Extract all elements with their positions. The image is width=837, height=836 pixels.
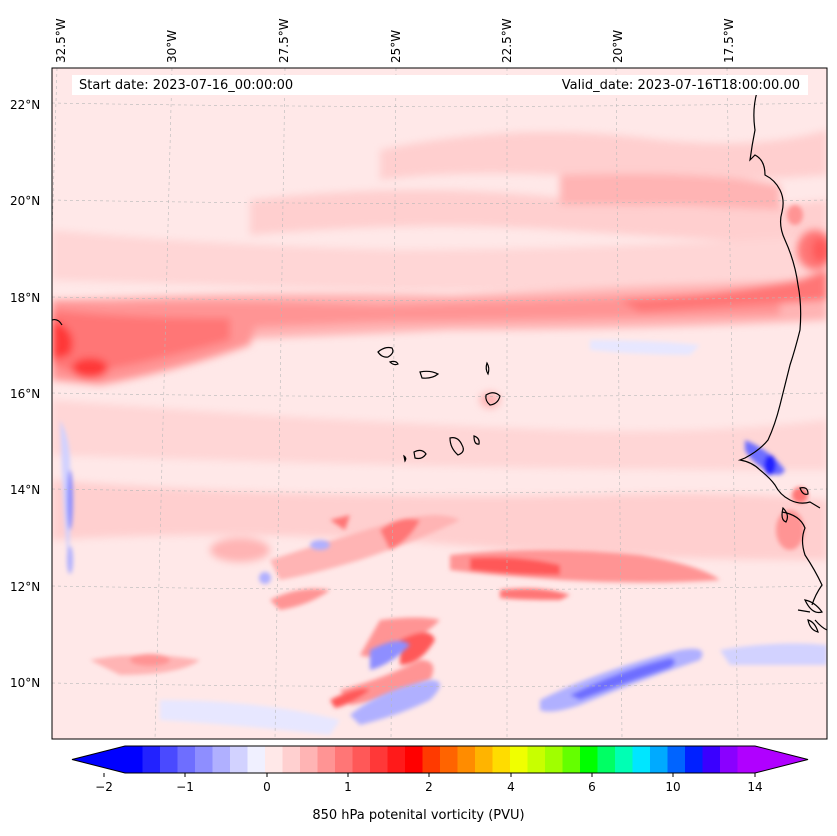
lat-tick-18n: 18°N (10, 291, 41, 305)
colorbar-tick-label: 6 (588, 780, 596, 794)
colorbar-segment (230, 746, 248, 773)
colorbar-outline (71, 745, 809, 774)
colorbar-segment (632, 746, 651, 773)
colorbar-tick-label: 0 (263, 780, 271, 794)
colorbar-segment (212, 746, 231, 773)
colorbar-segment (422, 746, 441, 773)
colorbar-tick-label: −1 (176, 780, 194, 794)
colorbar-segment (387, 746, 406, 773)
colorbar-segment (265, 746, 283, 773)
colorbar-segment (352, 746, 371, 773)
title-box (72, 75, 808, 95)
graticule (52, 68, 827, 739)
colorbar-segment (440, 746, 458, 773)
pv-red-band (52, 230, 827, 385)
colorbar-segment (615, 746, 633, 773)
colorbar-segment (597, 746, 616, 773)
lat-tick-10n: 10°N (10, 676, 41, 690)
colorbar-segment (335, 746, 353, 773)
colorbar-segment (580, 746, 598, 773)
colorbar-tick-label: 14 (747, 780, 763, 794)
colorbar-segment (282, 746, 301, 773)
colorbar-segment (457, 746, 476, 773)
colorbar-segment (475, 746, 493, 773)
colorbar (71, 745, 809, 777)
colorbar-segment (177, 746, 196, 773)
colorbar-segment (142, 746, 161, 773)
colorbar-tick-label: 2 (425, 780, 433, 794)
colorbar-extend-max (755, 746, 808, 773)
colorbar-tick-label: 4 (507, 780, 515, 794)
valid-date-label: Valid_date: 2023-07-16T18:00:00.00 (561, 78, 800, 93)
start-date-label: Start date: 2023-07-16_00:00:00 (79, 78, 294, 93)
colorbar-segment (300, 746, 318, 773)
colorbar-segment (650, 746, 668, 773)
pv-south-filaments (90, 515, 720, 708)
colorbar-segment (317, 746, 336, 773)
colorbar-segment (562, 746, 581, 773)
colorbar-segment (667, 746, 686, 773)
lat-tick-20n: 20°N (10, 194, 41, 208)
colorbar-segment (720, 746, 738, 773)
lat-tick-16n: 16°N (10, 387, 41, 401)
colorbar-segment (510, 746, 528, 773)
colorbar-segment (702, 746, 721, 773)
coastlines (52, 91, 827, 633)
colorbar-extend-min (72, 746, 125, 773)
colorbar-segment (492, 746, 511, 773)
lat-tick-12n: 12°N (10, 580, 41, 594)
colorbar-segment (125, 746, 143, 773)
colorbar-segment (685, 746, 703, 773)
colorbar-segment (195, 746, 213, 773)
lat-tick-14n: 14°N (10, 483, 41, 497)
colorbar-segment (247, 746, 266, 773)
colorbar-tick-label: 10 (665, 780, 681, 794)
lat-tick-22n: 22°N (10, 98, 41, 112)
colorbar-title: 850 hPa potenital vorticity (PVU) (312, 808, 525, 823)
colorbar-segment (405, 746, 423, 773)
colorbar-segment (370, 746, 388, 773)
colorbar-segment (545, 746, 563, 773)
colorbar-segment (160, 746, 178, 773)
colorbar-tick-label: 1 (344, 780, 352, 794)
colorbar-segment (527, 746, 546, 773)
colorbar-segment (737, 746, 756, 773)
colorbar-tick-label: −2 (95, 780, 113, 794)
